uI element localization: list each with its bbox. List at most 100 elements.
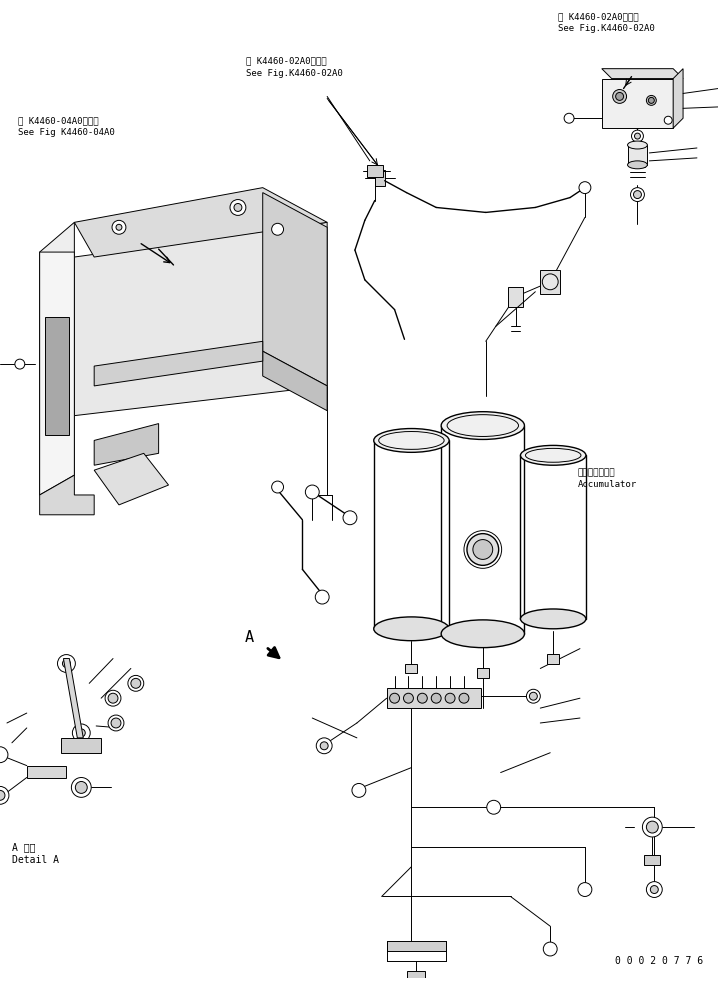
Circle shape [306, 485, 319, 499]
Circle shape [642, 817, 662, 837]
Circle shape [564, 113, 574, 123]
Polygon shape [94, 423, 159, 465]
Circle shape [272, 223, 284, 236]
Circle shape [579, 182, 591, 193]
Circle shape [234, 203, 242, 211]
Circle shape [131, 679, 140, 688]
Circle shape [108, 715, 124, 731]
Circle shape [116, 224, 122, 230]
Circle shape [417, 693, 427, 703]
Circle shape [54, 453, 59, 459]
Text: 0 0 0 2 0 7 7 6: 0 0 0 2 0 7 7 6 [615, 955, 703, 966]
Circle shape [631, 131, 644, 142]
Circle shape [526, 689, 540, 703]
Circle shape [459, 693, 469, 703]
Polygon shape [375, 170, 384, 186]
Circle shape [343, 511, 357, 524]
Circle shape [75, 782, 88, 793]
Circle shape [108, 693, 118, 703]
Polygon shape [94, 454, 169, 505]
Circle shape [647, 821, 658, 833]
Polygon shape [644, 855, 660, 865]
Circle shape [390, 693, 400, 703]
Polygon shape [64, 659, 83, 737]
Polygon shape [45, 316, 70, 435]
Polygon shape [40, 222, 75, 495]
Circle shape [72, 724, 90, 741]
Ellipse shape [628, 141, 647, 149]
Bar [405, 664, 417, 674]
Circle shape [51, 450, 62, 462]
Polygon shape [40, 475, 94, 515]
Circle shape [634, 134, 641, 139]
Circle shape [649, 97, 654, 103]
Bar [387, 688, 481, 708]
Circle shape [403, 693, 413, 703]
Circle shape [578, 883, 592, 897]
Circle shape [432, 693, 441, 703]
Text: A: A [245, 629, 254, 645]
Circle shape [77, 729, 85, 736]
Circle shape [272, 481, 284, 493]
Circle shape [0, 746, 8, 763]
Circle shape [105, 690, 121, 706]
Polygon shape [387, 941, 446, 951]
Circle shape [62, 660, 70, 668]
Circle shape [631, 188, 644, 201]
Circle shape [0, 791, 5, 800]
Polygon shape [40, 252, 75, 495]
Circle shape [647, 95, 656, 105]
Circle shape [316, 737, 332, 754]
Polygon shape [602, 69, 683, 79]
Circle shape [487, 800, 501, 814]
Polygon shape [367, 165, 383, 177]
Circle shape [445, 693, 455, 703]
Polygon shape [75, 188, 327, 257]
Polygon shape [628, 145, 647, 165]
Circle shape [467, 533, 499, 566]
Circle shape [542, 274, 558, 290]
Circle shape [0, 787, 9, 804]
Circle shape [51, 281, 62, 293]
Polygon shape [62, 737, 101, 753]
Circle shape [230, 199, 246, 215]
Circle shape [111, 718, 121, 728]
Circle shape [15, 359, 25, 369]
Ellipse shape [628, 161, 647, 169]
Polygon shape [673, 69, 683, 129]
Circle shape [315, 590, 329, 604]
Circle shape [543, 942, 557, 955]
Circle shape [112, 220, 126, 235]
Circle shape [650, 886, 658, 894]
Polygon shape [94, 342, 263, 386]
Text: 第 K4460-04A0図参照
See Fig K4460-04A0: 第 K4460-04A0図参照 See Fig K4460-04A0 [18, 116, 114, 137]
Text: A 詳細
Detail A: A 詳細 Detail A [12, 842, 59, 865]
Text: アキュムレータ
Accumulator: アキュムレータ Accumulator [578, 468, 637, 489]
Circle shape [647, 882, 662, 898]
Circle shape [57, 655, 75, 673]
Circle shape [615, 92, 623, 100]
Polygon shape [540, 270, 560, 294]
Ellipse shape [521, 446, 586, 465]
Circle shape [529, 692, 537, 700]
Circle shape [613, 89, 626, 103]
Circle shape [320, 741, 328, 749]
Circle shape [70, 739, 83, 752]
Ellipse shape [441, 411, 524, 440]
Ellipse shape [441, 620, 524, 648]
Bar [477, 669, 489, 679]
Polygon shape [508, 287, 523, 306]
Polygon shape [263, 192, 327, 386]
Circle shape [128, 676, 144, 691]
Polygon shape [602, 79, 673, 129]
Circle shape [473, 539, 493, 560]
Polygon shape [408, 971, 425, 982]
Circle shape [634, 191, 641, 198]
Polygon shape [27, 766, 67, 778]
Circle shape [54, 284, 59, 290]
Ellipse shape [374, 617, 449, 640]
Circle shape [352, 784, 366, 797]
Circle shape [110, 473, 124, 487]
Bar [547, 654, 559, 664]
Text: 第 K4460-02A0図参照
See Fig.K4460-02A0: 第 K4460-02A0図参照 See Fig.K4460-02A0 [558, 12, 655, 33]
